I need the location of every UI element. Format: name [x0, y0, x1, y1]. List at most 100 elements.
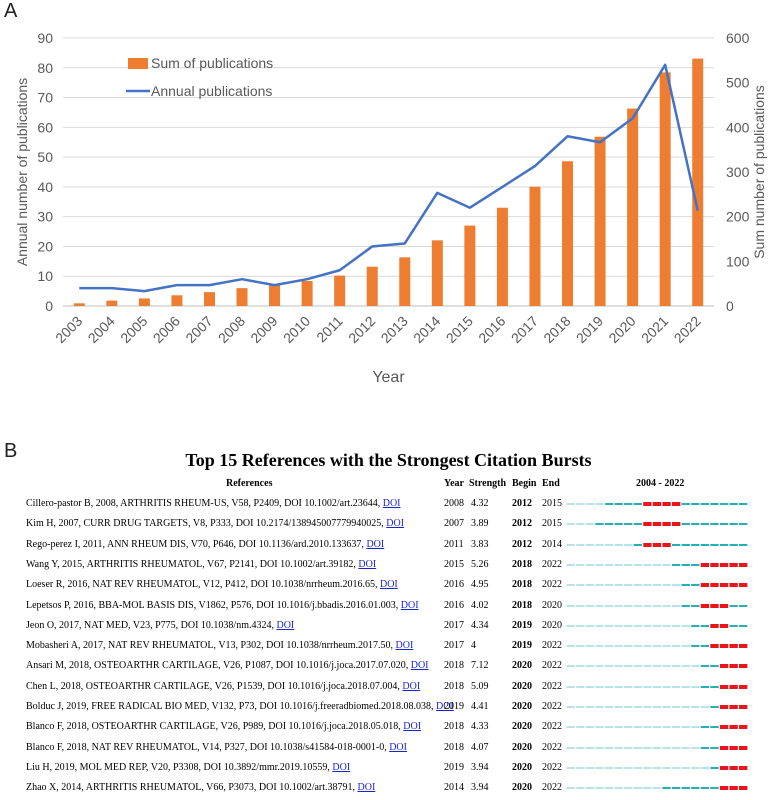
cell-strength: 4.41 [471, 701, 489, 712]
right-tick-label: 500 [726, 75, 750, 91]
timeline-segment [671, 726, 681, 729]
cell-strength: 5.09 [471, 680, 489, 692]
timeline-segment [585, 584, 595, 587]
timeline-segment [691, 685, 700, 688]
timeline-segment [681, 726, 690, 729]
timeline-segment [585, 543, 595, 546]
timeline-segment [662, 787, 671, 790]
timeline-segment [700, 665, 710, 668]
timeline-segment [566, 624, 575, 627]
right-tick-label: 600 [726, 30, 750, 46]
timeline-segment [624, 645, 633, 648]
cell-strength: 3.89 [471, 518, 489, 530]
cell-end: 2014 [542, 538, 562, 550]
x-tick-label: 2008 [215, 313, 248, 346]
timeline-segment [662, 604, 671, 607]
cell-end: 2022 [542, 680, 562, 692]
bursts-title: Top 15 References with the Strongest Cit… [185, 450, 592, 470]
doi-link[interactable]: DOI [389, 741, 407, 753]
cell-strength: 3.94 [471, 782, 489, 794]
timeline-segment [681, 746, 690, 749]
timeline-segment [614, 766, 623, 769]
doi-link[interactable]: DOI [332, 761, 351, 773]
timeline-segment [595, 503, 604, 505]
header-end: End [542, 478, 560, 489]
reference-text: Bolduc J, 2019, FREE RADICAL BIO MED, V1… [26, 701, 454, 712]
timeline-segment [643, 685, 652, 688]
timeline-segment [652, 685, 662, 688]
annual-publications-line [79, 63, 699, 293]
timeline-segment [652, 746, 662, 749]
timeline-segment [614, 706, 623, 708]
timeline-segment [739, 786, 748, 791]
doi-link[interactable]: DOI [395, 640, 414, 652]
timeline-segment [633, 766, 643, 769]
doi-link[interactable]: DOI [366, 538, 385, 550]
timeline-segment [604, 787, 614, 790]
burst-timeline [566, 745, 748, 750]
timeline-segment [681, 563, 690, 566]
timeline-segment [576, 503, 585, 505]
timeline-segment [700, 706, 710, 708]
cell-begin: 2020 [512, 680, 532, 692]
timeline-segment [739, 562, 748, 567]
doi-link[interactable]: DOI [435, 701, 454, 712]
timeline-segment [700, 787, 710, 790]
timeline-segment [681, 787, 690, 790]
doi-link[interactable]: DOI [410, 660, 429, 672]
left-tick-label: 70 [37, 90, 53, 106]
doi-link[interactable]: DOI [402, 680, 421, 692]
timeline-segment [719, 644, 729, 649]
bar [496, 207, 508, 306]
doi-link[interactable]: DOI [382, 498, 401, 509]
legend-bar-label: Sum of publications [151, 55, 273, 71]
reference-text: Chen L, 2018, OSTEOARTHR CARTILAGE, V26,… [26, 681, 420, 692]
bar [236, 288, 248, 306]
doi-link[interactable]: DOI [358, 558, 377, 570]
cell-end: 2022 [542, 558, 562, 570]
timeline-segment [739, 644, 748, 649]
bar [203, 292, 215, 306]
burst-row: Chen L, 2018, OSTEOARTHR CARTILAGE, V26,… [0, 679, 777, 699]
timeline-segment [671, 502, 681, 506]
publication-chart: 0 10 20 30 40 50 60 70 80 90 0 100 200 300 400 500 600 20… [14, 30, 767, 386]
doi-link[interactable]: DOI [276, 619, 295, 631]
timeline-segment [652, 624, 662, 627]
timeline-segment [643, 706, 652, 708]
cell-year: 2007 [444, 518, 464, 530]
bar [171, 295, 183, 306]
panel-a-label: A [4, 0, 18, 22]
doi-link[interactable]: DOI [403, 721, 422, 733]
timeline-segment [671, 706, 681, 708]
burst-timeline [566, 562, 748, 567]
doi-link[interactable]: DOI [400, 599, 419, 611]
doi-link[interactable]: DOI [379, 579, 398, 591]
timeline-segment [691, 645, 700, 648]
timeline-segment [566, 604, 575, 607]
timeline-segment [700, 603, 710, 608]
timeline-segment [633, 523, 643, 526]
left-tick-label: 20 [37, 238, 53, 254]
timeline-segment [719, 786, 729, 791]
right-tick-label: 300 [726, 164, 750, 180]
timeline-segment [585, 746, 595, 749]
timeline-segment [691, 766, 700, 769]
timeline-segment [576, 726, 585, 729]
timeline-segment [652, 542, 662, 547]
timeline-segment [604, 726, 614, 729]
burst-row: Jeon O, 2017, NAT MED, V23, P775, DOI 10… [0, 618, 777, 638]
cell-end: 2020 [542, 599, 562, 611]
timeline-segment [739, 705, 748, 709]
timeline-segment [671, 787, 681, 790]
timeline-segment [710, 746, 719, 749]
reference-citation: Liu H, 2019, MOL MED REP, V20, P3308, DO… [26, 761, 333, 773]
timeline-segment [566, 787, 575, 790]
doi-link[interactable]: DOI [386, 518, 405, 530]
reference-text: Jeon O, 2017, NAT MED, V23, P775, DOI 10… [26, 620, 294, 631]
legend-line-label: Annual publications [151, 83, 272, 99]
timeline-segment [662, 645, 671, 648]
x-tick-label: 2005 [117, 313, 150, 346]
timeline-segment [691, 706, 700, 708]
timeline-segment [652, 584, 662, 587]
doi-link[interactable]: DOI [357, 782, 376, 794]
